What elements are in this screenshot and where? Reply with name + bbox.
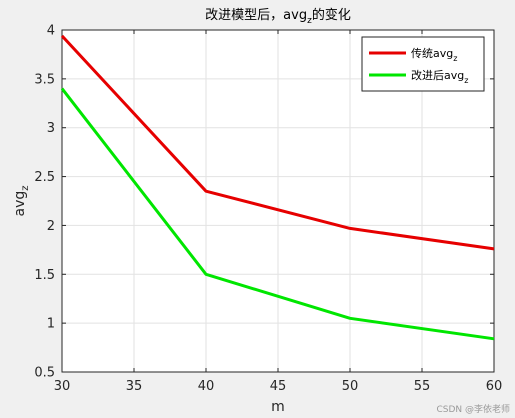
chart-title-sub: z [307,16,312,26]
x-tick-label: 55 [414,379,431,394]
y-tick-label: 1.5 [34,268,55,283]
y-tick-label: 1 [47,317,55,332]
y-tick-label: 3.5 [34,72,55,87]
x-tick-label: 35 [126,379,143,394]
y-tick-label: 0.5 [34,366,55,381]
chart-title: 改进模型后，avgz的变化 [205,7,351,26]
y-axis-label-sub: z [20,185,31,190]
x-tick-label: 50 [342,379,359,394]
y-tick-label: 4 [47,24,55,39]
series-line-0 [60,34,495,251]
chart-title-suffix: 的变化 [312,7,351,23]
legend-label-1: 改进后avgz [411,68,468,85]
watermark: CSDN @李依老师 [436,403,510,415]
y-axis-label: avgz [12,185,31,216]
series-group [60,34,495,341]
x-tick-label: 40 [198,379,215,394]
x-tick-label: 60 [486,379,503,394]
ticks: 30 35 40 45 50 55 60 0.5 1 1.5 2 2.5 3 3.5 4 [34,24,502,395]
y-tick-label: 2 [47,219,55,234]
legend-box [361,36,485,92]
y-tick-label: 3 [47,121,55,136]
x-tick-label: 45 [270,379,287,394]
legend: 传统avgz 改进后avgz [361,36,485,92]
x-tick-label: 30 [54,379,71,394]
legend-label-0: 传统avgz [411,47,457,63]
x-axis-label: m [271,399,285,415]
y-tick-label: 2.5 [34,170,55,185]
series-line-1 [60,87,495,341]
